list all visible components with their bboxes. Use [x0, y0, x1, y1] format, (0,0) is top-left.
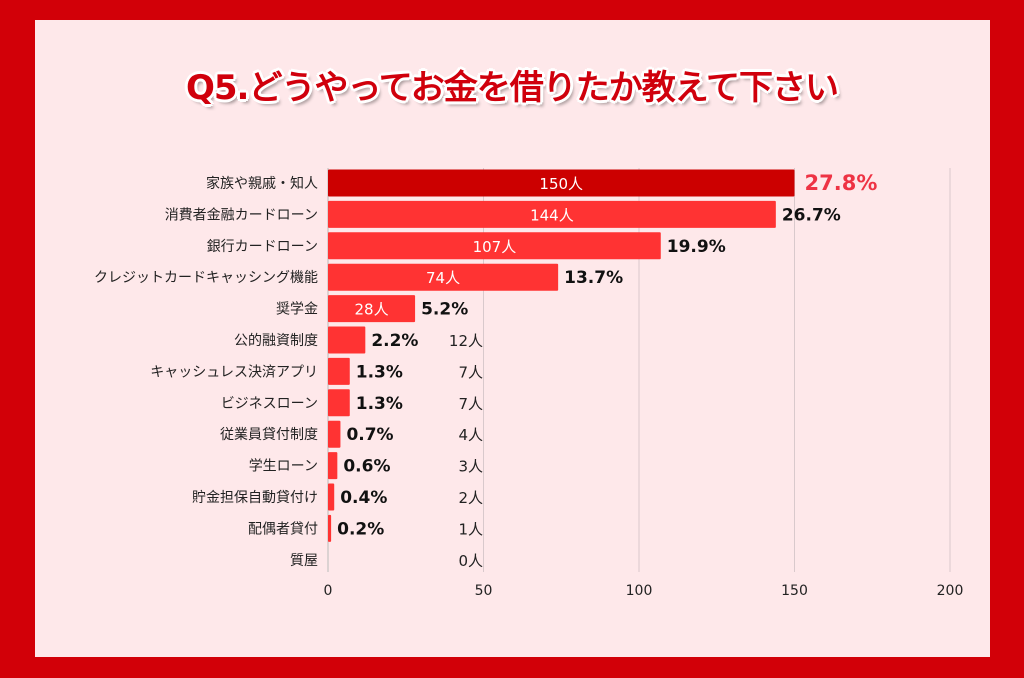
- category-label: 貯金担保自動貸付け: [192, 490, 318, 506]
- category-label: 奨学金: [276, 302, 318, 318]
- category-label: 従業員貸付制度: [220, 427, 318, 443]
- x-tick-label: 0: [324, 583, 333, 599]
- percent-label: 0.7%: [346, 425, 393, 445]
- percent-label: 26.7%: [782, 205, 841, 225]
- bar: [328, 232, 661, 260]
- bar-value-label: 1人: [458, 520, 483, 538]
- bar-value-label: 3人: [458, 458, 483, 476]
- category-label: 消費者金融カードローン: [165, 207, 318, 223]
- bar: [328, 295, 416, 323]
- percent-label: 1.3%: [356, 394, 403, 414]
- percent-label: 13.7%: [564, 268, 623, 288]
- bar-value-label: 12人: [449, 332, 483, 350]
- x-tick-label: 50: [475, 583, 493, 599]
- chart-panel: [35, 20, 990, 657]
- category-label: 公的融資制度: [234, 333, 318, 349]
- bar: [328, 483, 335, 511]
- bar-value-label: 7人: [458, 363, 483, 381]
- page-title: Q5.どうやってお金を借りたか教えて下さい: [185, 68, 839, 108]
- bar: [328, 420, 341, 448]
- category-label: キャッシュレス決済アプリ: [150, 364, 318, 380]
- bar: [328, 452, 338, 480]
- bar: [328, 169, 795, 197]
- bar: [328, 389, 350, 417]
- bar-value-label: 144人: [530, 206, 574, 224]
- bar: [328, 263, 559, 291]
- x-tick-label: 150: [781, 583, 808, 599]
- percent-label: 0.2%: [337, 519, 384, 539]
- category-label: 配偶者貸付: [248, 521, 318, 537]
- bar: [328, 200, 776, 228]
- percent-label: 0.4%: [340, 488, 387, 508]
- bar-value-label: 7人: [458, 395, 483, 413]
- percent-label: 0.6%: [343, 457, 390, 477]
- category-label: ビジネスローン: [221, 396, 318, 412]
- bar-value-label: 4人: [458, 426, 483, 444]
- bar-value-label: 74人: [426, 269, 460, 287]
- bar: [328, 357, 350, 385]
- category-label: 質屋: [290, 553, 318, 569]
- category-label: 家族や親戚・知人: [206, 175, 318, 192]
- category-label: クレジットカードキャッシング機能: [94, 270, 318, 286]
- bar-value-label: 28人: [354, 301, 388, 319]
- x-tick-label: 100: [626, 583, 653, 599]
- percent-label: 2.2%: [371, 331, 418, 351]
- percent-label: 19.9%: [667, 237, 726, 257]
- category-label: 学生ローン: [249, 459, 318, 475]
- x-tick-label: 200: [937, 583, 964, 599]
- percent-label: 27.8%: [805, 171, 878, 195]
- bar-value-label: 2人: [458, 489, 483, 507]
- bar-value-label: 150人: [539, 175, 583, 193]
- bar: [328, 326, 366, 354]
- percent-label: 5.2%: [421, 300, 468, 320]
- category-label: 銀行カードローン: [207, 239, 318, 255]
- bar-value-label: 0人: [458, 552, 483, 570]
- bar-value-label: 107人: [473, 238, 517, 256]
- bar: [328, 514, 332, 542]
- percent-label: 1.3%: [356, 362, 403, 382]
